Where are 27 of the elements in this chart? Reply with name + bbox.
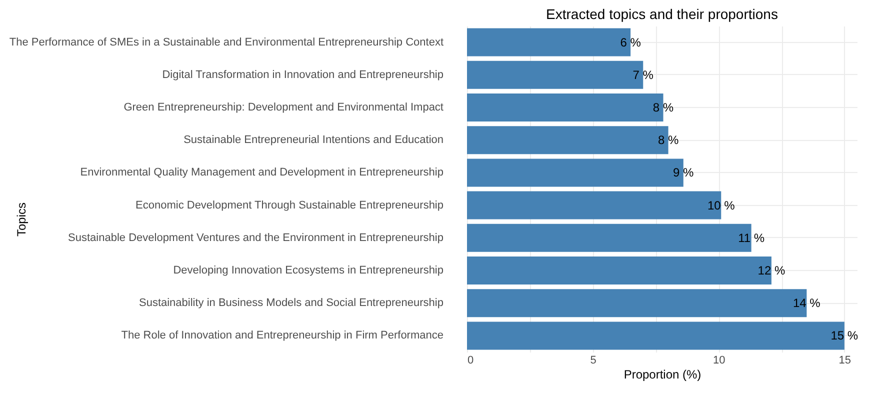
data-label: 15 %	[830, 328, 858, 343]
y-axis-title: Topics	[14, 202, 28, 237]
data-label: 14 %	[793, 296, 821, 310]
data-label: 8 %	[652, 100, 674, 114]
y-tick-label: Sustainable Development Ventures and the Environment in Entrepreneurship	[68, 232, 444, 244]
data-label: 9 %	[673, 166, 694, 180]
x-tick-label: 10	[712, 354, 726, 366]
y-tick-label: Digital Transformation in Innovation and Entrepreneurship	[162, 68, 444, 81]
x-tick-label: 5	[590, 354, 596, 366]
chart-title: Extracted topics and their proportions	[546, 6, 778, 22]
data-label: 11 %	[738, 230, 765, 245]
data-label: 6 %	[620, 35, 642, 50]
y-tick-label: Green Entrepreneurship: Development and Environmental Impact	[124, 102, 444, 114]
x-axis-title: Proportion (%)	[624, 368, 702, 382]
data-label: 12 %	[758, 264, 786, 278]
y-tick-label: Sustainable Entrepreneurial Intentions and Education	[184, 134, 444, 146]
y-tick-label: Developing Innovation Ecosystems in Entrepreneurship	[173, 264, 444, 276]
y-tick-label: Environmental Quality Management and Development in Entrepreneurship	[80, 166, 444, 179]
data-label: 8 %	[658, 133, 679, 148]
x-tick-label: 15	[838, 354, 852, 366]
x-tick-label: 0	[468, 354, 474, 366]
y-tick-label: Economic Development Through Sustainable Entrepreneurship	[136, 199, 444, 212]
data-label: 7 %	[632, 68, 654, 82]
y-tick-label: The Performance of SMEs in a Sustainable and Environmental Entrepreneurship Context	[9, 36, 444, 48]
y-tick-label: Sustainability in Business Models and Social Entrepreneurship	[138, 297, 444, 310]
data-label: 10 %	[707, 198, 736, 212]
y-tick-label: The Role of Innovation and Entrepreneurship in Firm Performance	[121, 330, 444, 342]
